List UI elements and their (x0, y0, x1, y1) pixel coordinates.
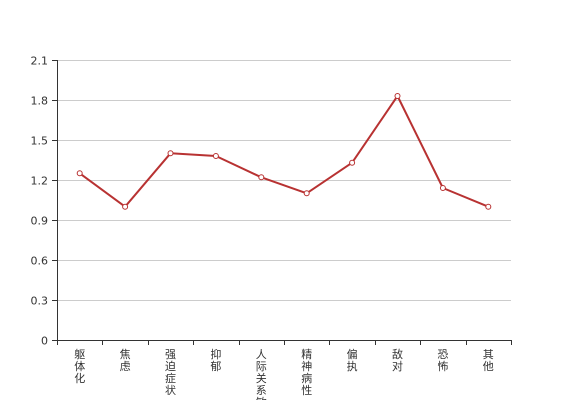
y-tick-labels: 0 0.3 0.6 0.9 1.2 1.5 1.8 2.1 (31, 55, 49, 348)
data-point[interactable] (212, 153, 219, 159)
data-point[interactable] (122, 203, 129, 210)
y-tick-label: 2.1 (31, 55, 49, 68)
x-tick-label: 躯体化 (74, 348, 85, 385)
grid-lines (57, 60, 511, 301)
x-tick-label: 精神病性 (301, 348, 312, 397)
axes (52, 60, 512, 345)
x-tick-label: 抑郁 (210, 347, 221, 373)
y-tick-label: 1.8 (31, 95, 49, 108)
data-point[interactable] (485, 203, 492, 210)
series (76, 93, 492, 210)
y-tick-label: 1.2 (31, 175, 49, 188)
data-point[interactable] (76, 170, 83, 177)
x-tick-label: 其他 (483, 348, 494, 373)
y-tick-label: 0.3 (31, 295, 49, 308)
x-tick-label: 焦虑 (120, 348, 131, 373)
data-point[interactable] (439, 185, 446, 191)
data-point[interactable] (349, 159, 356, 166)
data-point[interactable] (303, 190, 310, 197)
y-tick-label: 0 (41, 335, 48, 348)
x-tick-label: 恐怖 (437, 348, 448, 373)
y-tick-label: 0.9 (31, 215, 49, 228)
data-point[interactable] (394, 93, 401, 99)
y-tick-label: 1.5 (31, 135, 49, 148)
data-point[interactable] (167, 150, 174, 157)
data-point[interactable] (258, 174, 265, 181)
x-tick-label: 偏执 (347, 347, 358, 373)
x-tick-label: 强迫症状 (165, 348, 176, 397)
y-tick-label: 0.6 (31, 255, 49, 268)
x-tick-label: 敌对 (392, 347, 403, 373)
series-line (79, 95, 489, 208)
x-tick-labels: 躯体化 焦虑 强迫症状 抑郁 人际关系敏感 精神病性 偏执 敌对 恐怖 其他 (74, 347, 494, 404)
x-tick-label: 人际关系敏感 (256, 348, 267, 400)
